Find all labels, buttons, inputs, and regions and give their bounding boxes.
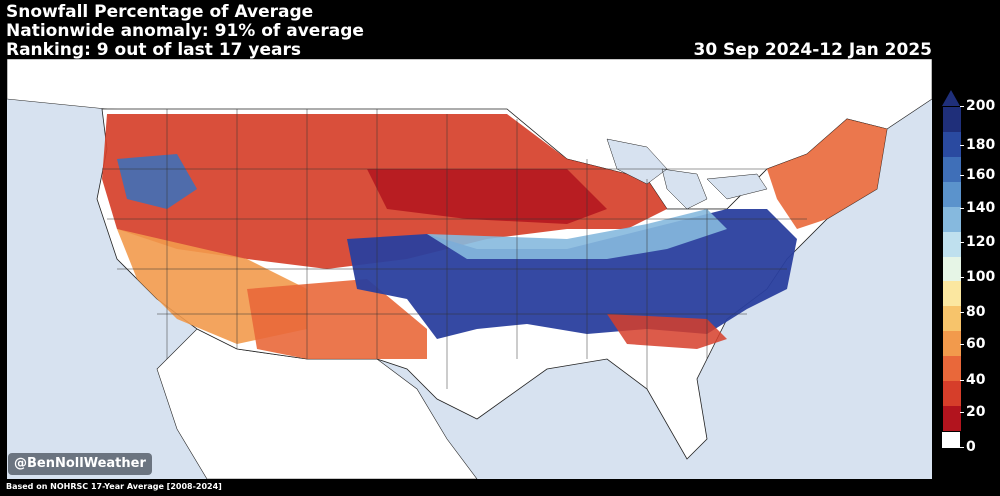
colorbar-tick-mark	[960, 344, 964, 345]
colorbar-tick-mark	[960, 242, 964, 243]
state-boundaries	[102, 109, 807, 389]
colorbar-tick-label: 180	[966, 137, 996, 153]
colorbar-tick-label: 140	[966, 200, 996, 216]
colorbar-tick-mark	[960, 175, 964, 176]
colorbar-segment	[943, 381, 961, 407]
colorbar-segment	[943, 231, 961, 258]
colorbar-tick-label: 40	[966, 372, 986, 388]
orange-southwest	[247, 279, 427, 359]
deficit-core	[367, 169, 607, 224]
colorbar-segment	[943, 331, 961, 357]
colorbar-segment	[943, 131, 961, 158]
colorbar-tick-mark	[960, 380, 964, 381]
colorbar-segment	[943, 256, 961, 282]
colorbar-segment	[943, 107, 961, 133]
colorbar-segment	[943, 156, 961, 183]
deficit-northeast	[767, 119, 887, 229]
colorbar-tick-mark	[960, 208, 964, 209]
colorbar-tick-label: 100	[966, 269, 996, 285]
colorbar-tick-mark	[960, 312, 964, 313]
colorbar-tick-label: 60	[966, 336, 986, 352]
colorbar-segment	[943, 356, 961, 382]
footnote: Based on NOHRSC 17-Year Average [2008-20…	[6, 482, 222, 491]
colorbar-tick-mark	[960, 106, 964, 107]
snowfall-map	[7, 59, 932, 479]
colorbar-zero-swatch	[942, 432, 960, 448]
ranking-text: Ranking: 9 out of last 17 years	[6, 40, 301, 60]
colorbar-tick-mark	[960, 145, 964, 146]
map-canvas	[7, 59, 932, 479]
colorbar	[942, 106, 962, 432]
credit-badge: @BenNollWeather	[8, 453, 152, 475]
colorbar-tick-mark	[960, 277, 964, 278]
surplus-northwest	[117, 154, 197, 209]
map-title: Snowfall Percentage of Average	[6, 2, 314, 22]
colorbar-tick-label: 0	[966, 439, 976, 455]
colorbar-segment	[943, 181, 961, 208]
colorbar-tick-label: 20	[966, 404, 986, 420]
surplus-light	[427, 209, 727, 259]
nationwide-anomaly: Nationwide anomaly: 91% of average	[6, 21, 364, 41]
colorbar-tick-label: 80	[966, 304, 986, 320]
deficit-se-edge	[607, 314, 727, 349]
colorbar-tick-label: 120	[966, 234, 996, 250]
colorbar-tick-mark	[960, 412, 964, 413]
colorbar-segment	[943, 406, 961, 432]
colorbar-segment	[943, 206, 961, 233]
colorbar-tick-mark	[960, 447, 964, 448]
colorbar-extend-arrow	[942, 90, 960, 106]
colorbar-tick-label: 160	[966, 167, 996, 183]
colorbar-segment	[943, 281, 961, 307]
colorbar-segment	[943, 306, 961, 332]
colorbar-tick-label: 200	[966, 98, 996, 114]
date-range: 30 Sep 2024-12 Jan 2025	[693, 40, 932, 60]
great-lakes	[606, 138, 768, 210]
